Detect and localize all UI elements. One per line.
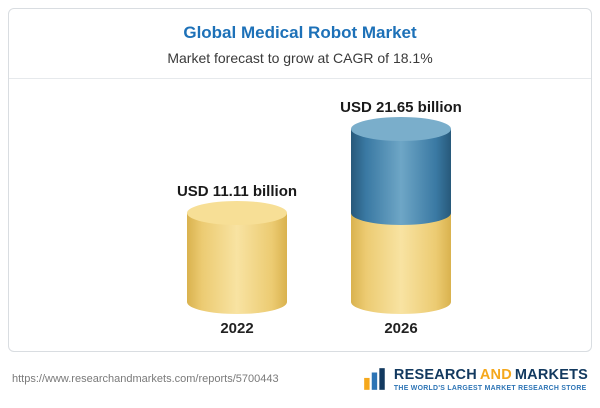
category-label-2026: 2026 xyxy=(384,320,418,337)
logo-word-and: AND xyxy=(479,366,512,383)
logo-bars-icon xyxy=(364,368,385,390)
chart-subtitle: Market forecast to grow at CAGR of 18.1% xyxy=(167,50,433,66)
value-label-2022: USD 11.11 billion xyxy=(176,183,298,201)
research-and-markets-logo: RESEARCH AND MARKETS THE WORLD'S LARGEST M… xyxy=(362,366,588,392)
logo-text: RESEARCH AND MARKETS THE WORLD'S LARGEST M… xyxy=(394,367,588,392)
value-label-2026: USD 21.65 billion xyxy=(340,98,462,116)
chart-header: Global Medical Robot Market Market forec… xyxy=(9,9,591,79)
report-url: https://www.researchandmarkets.com/repor… xyxy=(12,373,279,385)
bar-segment-2026-growth xyxy=(351,116,451,226)
category-label-2022: 2022 xyxy=(220,320,254,337)
cylinder-bar-2026 xyxy=(351,116,451,314)
logo-word-markets: MARKETS xyxy=(514,366,588,383)
bar-group-2026: USD 21.65 billion 2026 xyxy=(321,99,481,337)
logo-wordmark: RESEARCH AND MARKETS xyxy=(394,367,588,383)
bar-group-2022: USD 11.11 billion 2022 xyxy=(157,183,317,337)
bar-segment-2026-base xyxy=(351,213,451,314)
logo-word-research: RESEARCH xyxy=(393,366,477,383)
logo-tagline: THE WORLD'S LARGEST MARKET RESEARCH STOR… xyxy=(393,384,587,392)
chart-card: Global Medical Robot Market Market forec… xyxy=(8,8,592,352)
footer: https://www.researchandmarkets.com/repor… xyxy=(12,360,588,398)
chart-area: USD 11.11 billion 2022 USD 21.65 billion… xyxy=(9,83,591,351)
chart-title: Global Medical Robot Market xyxy=(183,23,417,42)
cylinder-bar-2022 xyxy=(187,201,287,314)
page: Global Medical Robot Market Market forec… xyxy=(0,8,600,398)
bar-segment-2022-market xyxy=(187,201,287,314)
